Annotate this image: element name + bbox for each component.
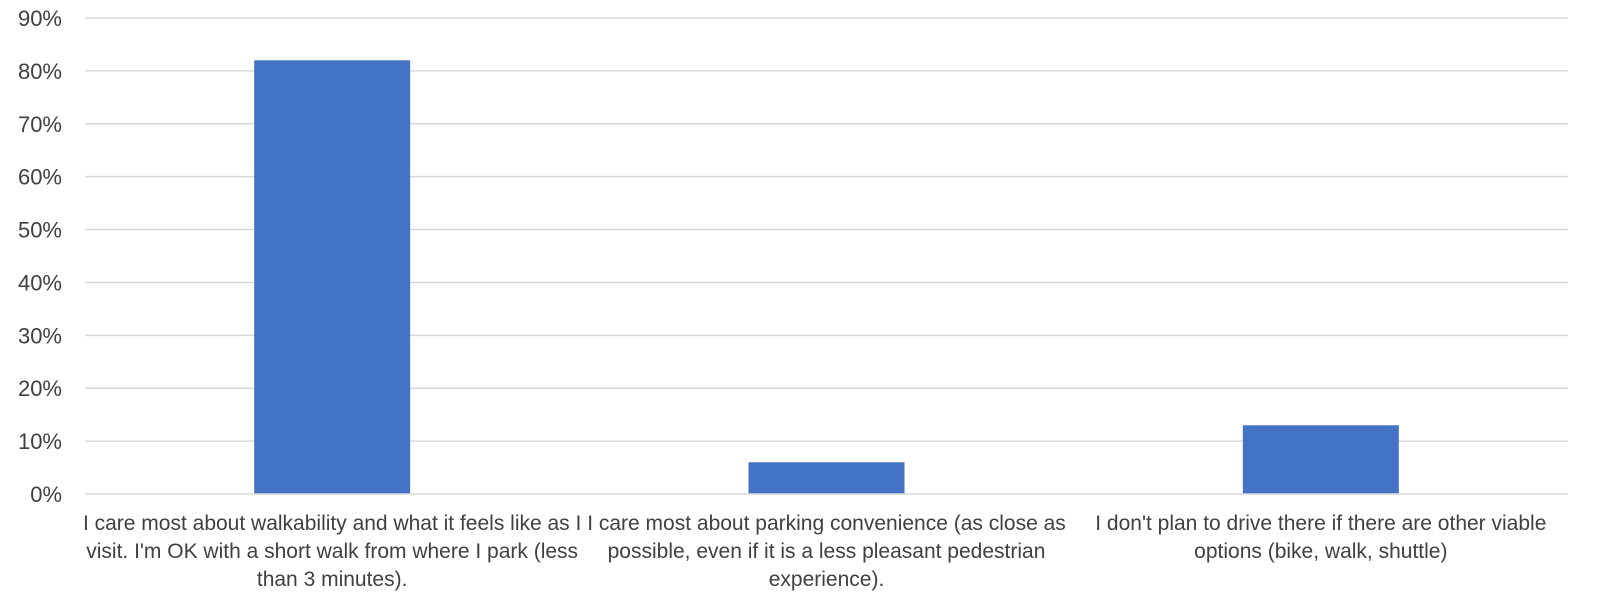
bars — [254, 60, 1399, 495]
y-tick-label: 10% — [18, 429, 62, 454]
y-tick-label: 70% — [18, 112, 62, 137]
y-tick-label: 50% — [18, 218, 62, 243]
x-tick-label-1: I care most about walkability and what i… — [82, 512, 582, 591]
y-axis-ticks: 0% 10% 20% 30% 40% 50% 60% 70% 80% 90% — [18, 6, 62, 507]
x-tick-label-3: I don't plan to drive there if there are… — [1095, 512, 1547, 563]
bar-2 — [748, 462, 905, 494]
y-tick-label: 20% — [18, 376, 62, 401]
y-tick-label: 60% — [18, 165, 62, 190]
y-tick-label: 40% — [18, 270, 62, 295]
y-tick-label: 30% — [18, 323, 62, 348]
bar-1 — [254, 60, 411, 495]
y-tick-label: 0% — [30, 482, 62, 507]
x-tick-label-2: I care most about parking convenience (a… — [587, 512, 1066, 591]
bar-3 — [1242, 425, 1399, 494]
y-tick-label: 80% — [18, 59, 62, 84]
y-tick-label: 90% — [18, 6, 62, 31]
